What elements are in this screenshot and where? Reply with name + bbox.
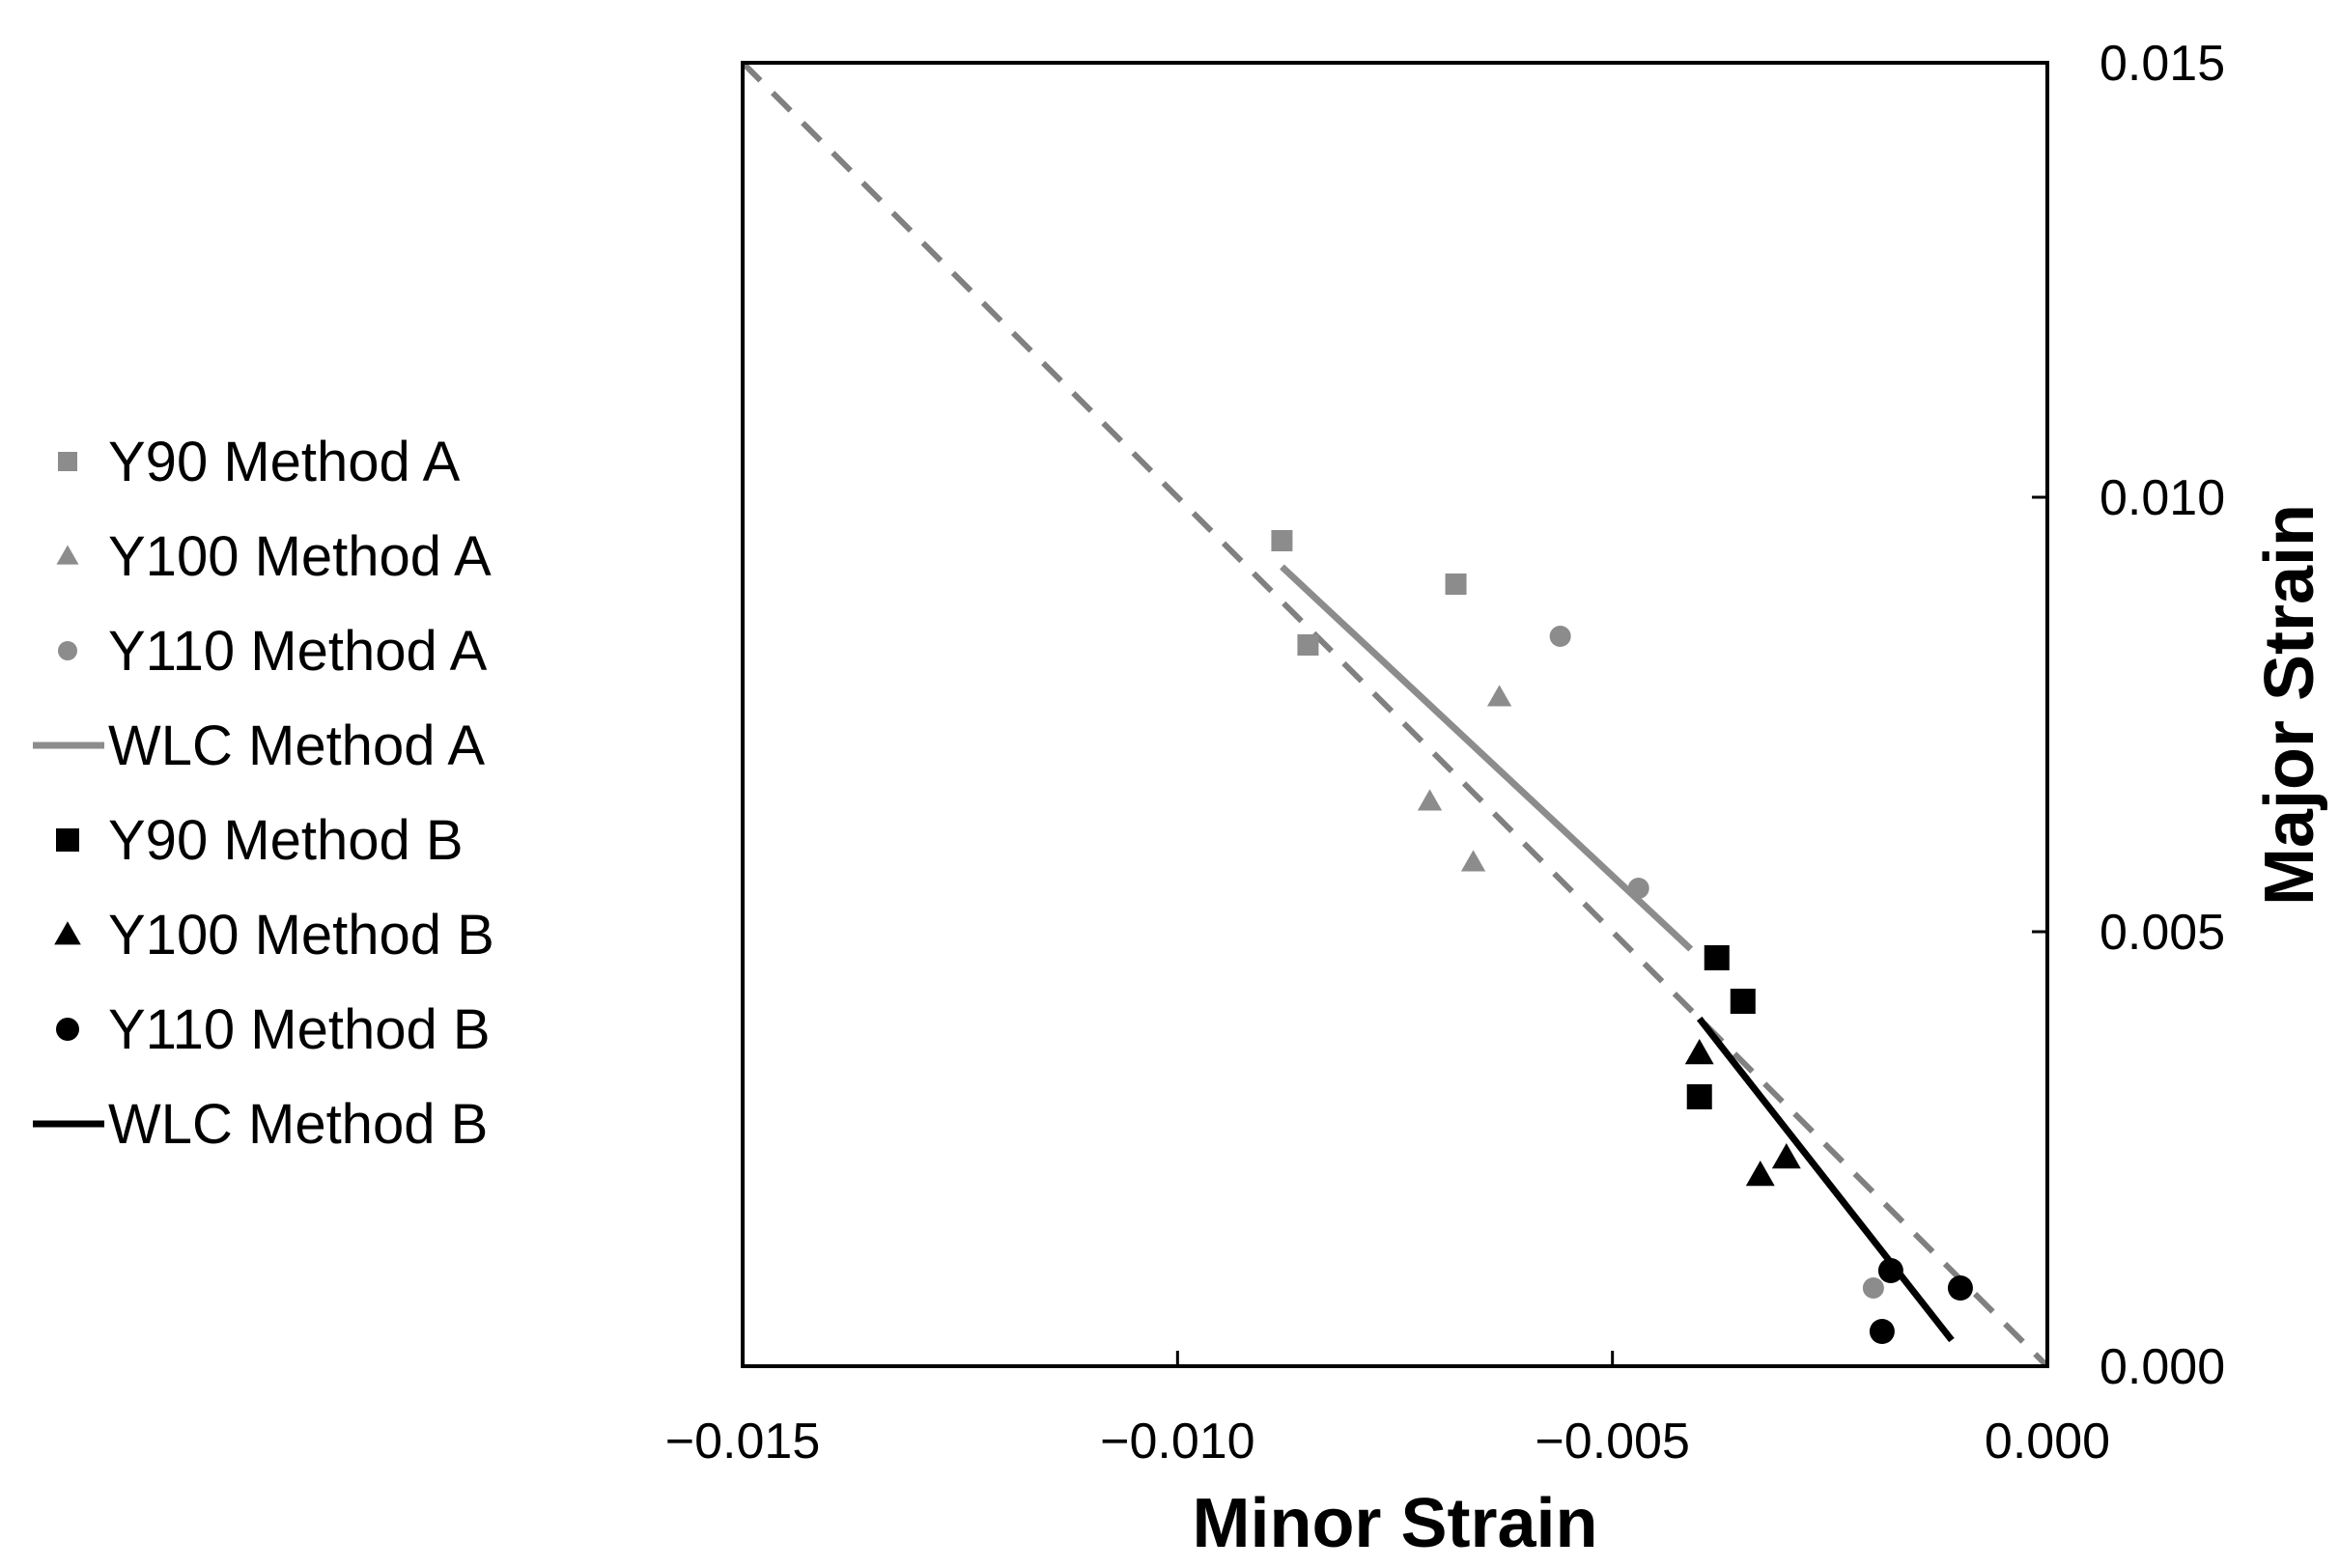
- legend-item-y110-method-b-label: Y110 Method B: [108, 998, 491, 1061]
- plot-area: [740, 60, 2050, 1369]
- series-y100-method-a-point-2: [1460, 850, 1486, 872]
- legend-item-y100-method-a: Y100 Method A: [56, 525, 492, 588]
- series-y100-method-b-point-1: [1771, 1143, 1801, 1169]
- legend-item-y110-method-a: Y110 Method A: [58, 620, 488, 683]
- series-y90-method-b-point-1: [1730, 989, 1756, 1014]
- legend: Y90 Method A Y100 Method A Y110 Method A WL…: [33, 431, 494, 1156]
- legend-item-wlc-method-b: WLC Method B: [33, 1093, 488, 1156]
- legend-item-y90-method-a: Y90 Method A: [58, 431, 461, 493]
- legend-item-wlc-method-a-label: WLC Method A: [108, 714, 485, 777]
- legend-item-y110-method-b-swatch: [56, 1018, 79, 1041]
- legend-item-y110-method-a-label: Y110 Method A: [108, 620, 488, 683]
- y-tick-label: 0.015: [2099, 36, 2225, 92]
- series-y90-method-b-point-0: [1704, 945, 1730, 970]
- legend-item-y90-method-a-swatch: [58, 452, 77, 471]
- series-y110-method-a-point-0: [1549, 626, 1571, 647]
- legend-item-y90-method-a-label: Y90 Method A: [108, 431, 461, 493]
- series-y110-method-b-point-1: [1947, 1275, 1973, 1301]
- x-tick-label: −0.015: [665, 1414, 821, 1470]
- legend-item-y100-method-b-swatch: [54, 921, 81, 945]
- series-y110-method-a-point-2: [1862, 1277, 1884, 1299]
- legend-item-y90-method-b-label: Y90 Method B: [108, 809, 464, 872]
- series-y90-method-a-point-2: [1297, 634, 1319, 656]
- legend-item-y100-method-b-label: Y100 Method B: [108, 904, 494, 966]
- legend-item-y90-method-b: Y90 Method B: [56, 809, 464, 872]
- legend-item-y100-method-a-label: Y100 Method A: [108, 525, 492, 588]
- series-wlc-method-a-line: [1280, 564, 1694, 952]
- series-y90-method-a-point-0: [1271, 530, 1293, 551]
- x-tick-label: −0.010: [1100, 1414, 1255, 1470]
- y-tick-label: 0.010: [2099, 470, 2225, 526]
- legend-item-y90-method-b-swatch: [56, 828, 79, 852]
- legend-item-y100-method-a-swatch: [56, 545, 79, 565]
- series-wlc-method-b-line: [1696, 1016, 1955, 1343]
- axes: −0.015 −0.010 −0.005 0.000 0.000 0.005 0.010 0.…: [665, 36, 2328, 1562]
- y-axis-title: Major Strain: [2251, 504, 2328, 906]
- legend-item-y110-method-a-swatch: [58, 641, 77, 660]
- reference-line: [740, 60, 2050, 1369]
- y-tick-label: 0.000: [2099, 1339, 2225, 1395]
- x-tick-label: 0.000: [1985, 1414, 2110, 1470]
- series-y100-method-a-point-1: [1417, 789, 1443, 811]
- legend-item-y110-method-b: Y110 Method B: [56, 998, 491, 1061]
- series-y110-method-b-point-0: [1877, 1258, 1903, 1283]
- series-y90-method-b-point-2: [1686, 1084, 1712, 1109]
- y-tick-label: 0.005: [2099, 905, 2225, 961]
- x-tick-label: −0.005: [1535, 1414, 1690, 1470]
- x-axis-title: Minor Strain: [1192, 1485, 1597, 1562]
- legend-item-wlc-method-b-label: WLC Method B: [108, 1093, 488, 1156]
- legend-item-y100-method-b: Y100 Method B: [54, 904, 494, 966]
- series-y100-method-b-point-2: [1745, 1161, 1775, 1187]
- plot-border: [741, 61, 2049, 1368]
- series-y90-method-a-point-1: [1445, 574, 1467, 595]
- legend-item-wlc-method-a: WLC Method A: [33, 714, 485, 777]
- series-y100-method-a-point-0: [1486, 685, 1512, 707]
- series-y100-method-b-point-0: [1684, 1039, 1714, 1065]
- series-y110-method-b-point-2: [1869, 1319, 1895, 1344]
